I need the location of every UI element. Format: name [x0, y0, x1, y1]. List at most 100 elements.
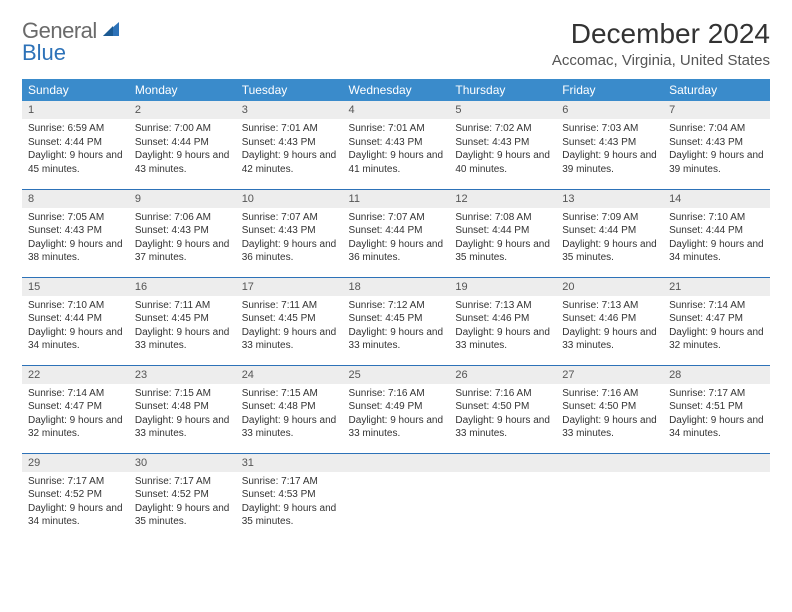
calendar-day-cell: 12Sunrise: 7:08 AMSunset: 4:44 PMDayligh… — [449, 189, 556, 277]
location-text: Accomac, Virginia, United States — [552, 52, 770, 69]
calendar-day-cell: 21Sunrise: 7:14 AMSunset: 4:47 PMDayligh… — [663, 277, 770, 365]
day-details: Sunrise: 7:13 AMSunset: 4:46 PMDaylight:… — [449, 296, 556, 359]
calendar-day-cell — [663, 453, 770, 541]
day-details: Sunrise: 7:08 AMSunset: 4:44 PMDaylight:… — [449, 208, 556, 271]
calendar-body: 1Sunrise: 6:59 AMSunset: 4:44 PMDaylight… — [22, 101, 770, 541]
calendar-day-cell: 6Sunrise: 7:03 AMSunset: 4:43 PMDaylight… — [556, 101, 663, 189]
calendar-day-cell: 25Sunrise: 7:16 AMSunset: 4:49 PMDayligh… — [343, 365, 450, 453]
day-number: 9 — [129, 190, 236, 208]
day-number: 30 — [129, 454, 236, 472]
day-details: Sunrise: 7:17 AMSunset: 4:51 PMDaylight:… — [663, 384, 770, 447]
day-details: Sunrise: 7:16 AMSunset: 4:50 PMDaylight:… — [449, 384, 556, 447]
day-details: Sunrise: 7:12 AMSunset: 4:45 PMDaylight:… — [343, 296, 450, 359]
logo-blue-text: Blue — [22, 40, 66, 66]
day-details: Sunrise: 7:06 AMSunset: 4:43 PMDaylight:… — [129, 208, 236, 271]
weekday-header: Thursday — [449, 79, 556, 101]
day-number-empty — [556, 454, 663, 472]
day-details: Sunrise: 7:02 AMSunset: 4:43 PMDaylight:… — [449, 119, 556, 182]
day-details: Sunrise: 7:00 AMSunset: 4:44 PMDaylight:… — [129, 119, 236, 182]
day-details: Sunrise: 7:15 AMSunset: 4:48 PMDaylight:… — [129, 384, 236, 447]
day-number: 12 — [449, 190, 556, 208]
weekday-header: Saturday — [663, 79, 770, 101]
calendar-day-cell: 22Sunrise: 7:14 AMSunset: 4:47 PMDayligh… — [22, 365, 129, 453]
calendar-day-cell: 11Sunrise: 7:07 AMSunset: 4:44 PMDayligh… — [343, 189, 450, 277]
day-number: 29 — [22, 454, 129, 472]
day-details: Sunrise: 7:07 AMSunset: 4:43 PMDaylight:… — [236, 208, 343, 271]
calendar-day-cell: 19Sunrise: 7:13 AMSunset: 4:46 PMDayligh… — [449, 277, 556, 365]
day-details: Sunrise: 7:07 AMSunset: 4:44 PMDaylight:… — [343, 208, 450, 271]
calendar-day-cell: 15Sunrise: 7:10 AMSunset: 4:44 PMDayligh… — [22, 277, 129, 365]
day-details: Sunrise: 7:16 AMSunset: 4:49 PMDaylight:… — [343, 384, 450, 447]
day-number: 26 — [449, 366, 556, 384]
day-number: 6 — [556, 101, 663, 119]
day-number: 16 — [129, 278, 236, 296]
day-number: 28 — [663, 366, 770, 384]
logo-sail-icon — [101, 18, 121, 44]
weekday-header: Tuesday — [236, 79, 343, 101]
weekday-header: Friday — [556, 79, 663, 101]
day-number: 22 — [22, 366, 129, 384]
day-details: Sunrise: 7:13 AMSunset: 4:46 PMDaylight:… — [556, 296, 663, 359]
day-details: Sunrise: 7:05 AMSunset: 4:43 PMDaylight:… — [22, 208, 129, 271]
day-number: 23 — [129, 366, 236, 384]
day-number: 18 — [343, 278, 450, 296]
calendar-week-row: 22Sunrise: 7:14 AMSunset: 4:47 PMDayligh… — [22, 365, 770, 453]
calendar-day-cell — [343, 453, 450, 541]
calendar-week-row: 29Sunrise: 7:17 AMSunset: 4:52 PMDayligh… — [22, 453, 770, 541]
day-number: 11 — [343, 190, 450, 208]
day-details: Sunrise: 7:01 AMSunset: 4:43 PMDaylight:… — [343, 119, 450, 182]
day-details: Sunrise: 6:59 AMSunset: 4:44 PMDaylight:… — [22, 119, 129, 182]
calendar-day-cell: 14Sunrise: 7:10 AMSunset: 4:44 PMDayligh… — [663, 189, 770, 277]
calendar-day-cell: 4Sunrise: 7:01 AMSunset: 4:43 PMDaylight… — [343, 101, 450, 189]
calendar-week-row: 8Sunrise: 7:05 AMSunset: 4:43 PMDaylight… — [22, 189, 770, 277]
day-number: 14 — [663, 190, 770, 208]
calendar-day-cell: 18Sunrise: 7:12 AMSunset: 4:45 PMDayligh… — [343, 277, 450, 365]
day-number: 2 — [129, 101, 236, 119]
weekday-header: Sunday — [22, 79, 129, 101]
calendar-day-cell: 7Sunrise: 7:04 AMSunset: 4:43 PMDaylight… — [663, 101, 770, 189]
calendar-day-cell: 28Sunrise: 7:17 AMSunset: 4:51 PMDayligh… — [663, 365, 770, 453]
day-number: 10 — [236, 190, 343, 208]
day-details: Sunrise: 7:11 AMSunset: 4:45 PMDaylight:… — [236, 296, 343, 359]
day-details: Sunrise: 7:01 AMSunset: 4:43 PMDaylight:… — [236, 119, 343, 182]
calendar-day-cell: 9Sunrise: 7:06 AMSunset: 4:43 PMDaylight… — [129, 189, 236, 277]
day-number: 13 — [556, 190, 663, 208]
weekday-header: Monday — [129, 79, 236, 101]
calendar-day-cell: 20Sunrise: 7:13 AMSunset: 4:46 PMDayligh… — [556, 277, 663, 365]
calendar-day-cell: 16Sunrise: 7:11 AMSunset: 4:45 PMDayligh… — [129, 277, 236, 365]
calendar-day-cell: 31Sunrise: 7:17 AMSunset: 4:53 PMDayligh… — [236, 453, 343, 541]
calendar-day-cell: 2Sunrise: 7:00 AMSunset: 4:44 PMDaylight… — [129, 101, 236, 189]
day-details: Sunrise: 7:16 AMSunset: 4:50 PMDaylight:… — [556, 384, 663, 447]
day-number: 27 — [556, 366, 663, 384]
calendar-table: Sunday Monday Tuesday Wednesday Thursday… — [22, 79, 770, 541]
header: General December 2024 Accomac, Virginia,… — [22, 18, 770, 75]
calendar-day-cell: 26Sunrise: 7:16 AMSunset: 4:50 PMDayligh… — [449, 365, 556, 453]
day-number: 24 — [236, 366, 343, 384]
day-number: 21 — [663, 278, 770, 296]
day-details: Sunrise: 7:15 AMSunset: 4:48 PMDaylight:… — [236, 384, 343, 447]
calendar-day-cell: 27Sunrise: 7:16 AMSunset: 4:50 PMDayligh… — [556, 365, 663, 453]
calendar-day-cell: 1Sunrise: 6:59 AMSunset: 4:44 PMDaylight… — [22, 101, 129, 189]
weekday-header: Wednesday — [343, 79, 450, 101]
day-details: Sunrise: 7:10 AMSunset: 4:44 PMDaylight:… — [22, 296, 129, 359]
day-number: 1 — [22, 101, 129, 119]
calendar-day-cell: 5Sunrise: 7:02 AMSunset: 4:43 PMDaylight… — [449, 101, 556, 189]
day-number: 17 — [236, 278, 343, 296]
calendar-day-cell: 3Sunrise: 7:01 AMSunset: 4:43 PMDaylight… — [236, 101, 343, 189]
day-number: 20 — [556, 278, 663, 296]
calendar-week-row: 1Sunrise: 6:59 AMSunset: 4:44 PMDaylight… — [22, 101, 770, 189]
day-number-empty — [449, 454, 556, 472]
calendar-day-cell: 24Sunrise: 7:15 AMSunset: 4:48 PMDayligh… — [236, 365, 343, 453]
day-details: Sunrise: 7:09 AMSunset: 4:44 PMDaylight:… — [556, 208, 663, 271]
day-number-empty — [343, 454, 450, 472]
day-details: Sunrise: 7:17 AMSunset: 4:53 PMDaylight:… — [236, 472, 343, 535]
day-number: 19 — [449, 278, 556, 296]
day-details: Sunrise: 7:14 AMSunset: 4:47 PMDaylight:… — [22, 384, 129, 447]
day-number: 15 — [22, 278, 129, 296]
day-number: 4 — [343, 101, 450, 119]
calendar-day-cell: 30Sunrise: 7:17 AMSunset: 4:52 PMDayligh… — [129, 453, 236, 541]
day-number: 25 — [343, 366, 450, 384]
day-details: Sunrise: 7:04 AMSunset: 4:43 PMDaylight:… — [663, 119, 770, 182]
day-details: Sunrise: 7:11 AMSunset: 4:45 PMDaylight:… — [129, 296, 236, 359]
calendar-day-cell: 17Sunrise: 7:11 AMSunset: 4:45 PMDayligh… — [236, 277, 343, 365]
